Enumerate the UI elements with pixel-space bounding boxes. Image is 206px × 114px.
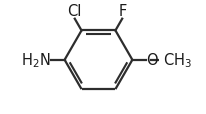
Text: CH$_3$: CH$_3$ [163,51,192,70]
Text: H$_2$N: H$_2$N [21,51,50,70]
Text: Cl: Cl [67,4,81,18]
Text: F: F [119,4,127,18]
Text: O: O [146,53,158,68]
